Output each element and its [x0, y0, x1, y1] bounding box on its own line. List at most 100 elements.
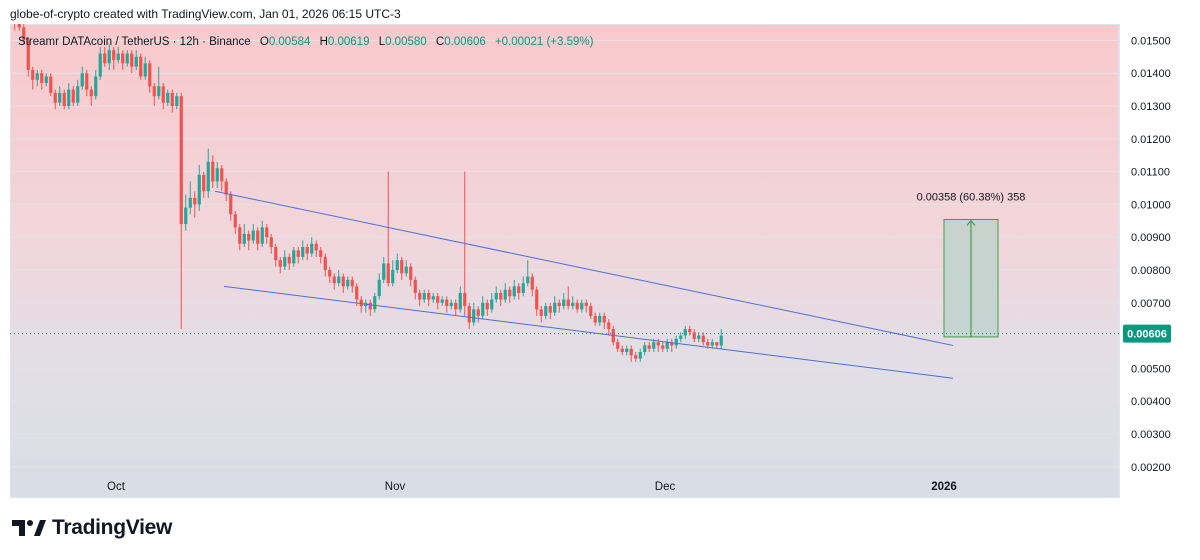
candle-body: [463, 293, 466, 306]
tradingview-logo-icon: [12, 518, 46, 538]
candle-body: [661, 345, 664, 348]
candle-body: [396, 260, 399, 270]
candle-body: [279, 260, 282, 267]
candle-body: [504, 290, 507, 300]
candle-body: [454, 303, 457, 310]
candle-body: [153, 86, 156, 96]
candle-body: [238, 227, 241, 243]
candle-body: [63, 93, 66, 106]
candle-body: [139, 57, 142, 77]
y-tick-label: 0.00500: [1131, 363, 1171, 375]
candle-body: [198, 175, 201, 205]
candle-body: [603, 316, 606, 323]
candle-body: [283, 257, 286, 267]
candle-body: [567, 300, 570, 307]
candle-body: [436, 296, 439, 303]
candle-body: [180, 96, 183, 224]
candle-body: [409, 267, 412, 280]
candle-body: [360, 300, 363, 307]
high-value: 0.00619: [328, 36, 370, 48]
candle-body: [553, 303, 556, 313]
candle-body: [450, 303, 453, 306]
candle-body: [571, 303, 574, 306]
y-tick-label: 0.00300: [1131, 429, 1171, 441]
candle-body: [652, 342, 655, 349]
candle-body: [292, 250, 295, 263]
candle-body: [171, 93, 174, 106]
candles: [13, 14, 723, 362]
candle-body: [54, 93, 57, 103]
candle-body: [346, 280, 349, 287]
candle-body: [148, 63, 151, 86]
x-tick-label: 2026: [931, 481, 957, 493]
candle-body: [445, 300, 448, 307]
candle-body: [211, 162, 214, 182]
symbol-name[interactable]: Streamr DATAcoin / TetherUS · 12h · Bina…: [18, 36, 251, 48]
candle-body: [36, 73, 39, 80]
candle-body: [387, 263, 390, 283]
candle-body: [297, 250, 300, 257]
candle-body: [333, 277, 336, 284]
y-tick-label: 0.01200: [1131, 134, 1171, 146]
candle-body: [319, 250, 322, 257]
y-tick-label: 0.00900: [1131, 232, 1171, 244]
candle-body: [355, 286, 358, 299]
candle-body: [535, 290, 538, 310]
candle-body: [495, 293, 498, 300]
candle-body: [414, 280, 417, 293]
brand-name: TradingView: [52, 516, 172, 540]
candle-body: [351, 280, 354, 287]
open-label: O: [260, 36, 269, 48]
candle-body: [45, 76, 48, 83]
x-tick-label: Nov: [385, 481, 406, 493]
candle-body: [688, 329, 691, 332]
candle-body: [247, 234, 250, 241]
candle-body: [486, 303, 489, 310]
candle-body: [472, 309, 475, 322]
candle-body: [562, 300, 565, 307]
candle-body: [400, 260, 403, 273]
candle-body: [418, 293, 421, 300]
candle-body: [643, 345, 646, 352]
candle-body: [130, 54, 133, 67]
candle-body: [391, 270, 394, 283]
candle-body: [301, 247, 304, 257]
candle-body: [90, 90, 93, 97]
candle-body: [432, 296, 435, 299]
candle-body: [108, 50, 111, 63]
close-label: C: [436, 36, 444, 48]
open-value: 0.00584: [269, 36, 311, 48]
candle-body: [468, 306, 471, 322]
candle-body: [697, 336, 700, 339]
candle-body: [373, 296, 376, 309]
candle-body: [58, 93, 61, 103]
candle-body: [225, 181, 228, 194]
candle-body: [216, 168, 219, 181]
high-label: H: [320, 36, 328, 48]
candle-body: [369, 303, 372, 310]
tradingview-brand[interactable]: TradingView: [12, 516, 172, 540]
candle-body: [85, 73, 88, 89]
target-label: 0.00358 (60.38%) 358: [917, 191, 1026, 203]
candle-body: [202, 175, 205, 191]
candle-body: [720, 336, 723, 346]
candle-body: [13, 17, 16, 24]
y-tick-label: 0.00700: [1131, 298, 1171, 310]
candle-body: [621, 349, 624, 352]
x-tick-label: Dec: [655, 481, 676, 493]
candle-body: [378, 280, 381, 296]
y-tick-label: 0.01100: [1131, 167, 1170, 179]
candle-body: [589, 306, 592, 316]
candle-body: [526, 277, 529, 284]
candle-body: [184, 208, 187, 224]
candle-body: [40, 73, 43, 83]
candle-body: [342, 277, 345, 287]
candle-body: [580, 303, 583, 310]
candle-body: [679, 336, 682, 339]
candle-body: [544, 306, 547, 316]
candle-body: [243, 234, 246, 244]
candle-body: [306, 247, 309, 254]
candle-body: [634, 355, 637, 358]
y-tick-label: 0.00400: [1131, 396, 1171, 408]
